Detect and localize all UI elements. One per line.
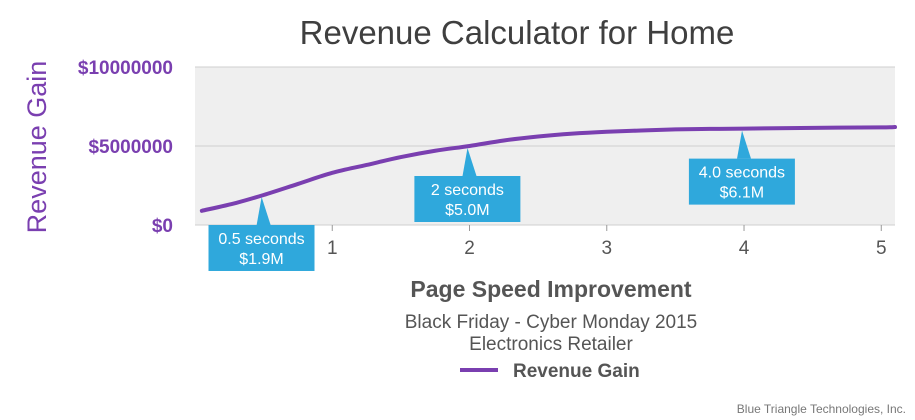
callout-time: 0.5 seconds bbox=[218, 231, 304, 248]
x-tick-label: 5 bbox=[876, 238, 887, 259]
y-tick-labels: $0 $5000000 $10000000 bbox=[78, 58, 173, 237]
annotation-callout: 2 seconds $5.0M bbox=[414, 148, 521, 222]
y-tick-label: $0 bbox=[152, 216, 173, 237]
credit-text: Blue Triangle Technologies, Inc. bbox=[737, 402, 906, 416]
subtitle-line-1: Black Friday - Cyber Monday 2015 bbox=[405, 312, 698, 333]
series-line-revenue-gain bbox=[199, 125, 897, 213]
x-tick-label: 2 bbox=[464, 238, 475, 259]
y-tick-label: $5000000 bbox=[88, 137, 173, 158]
series-layer bbox=[199, 125, 897, 213]
callout-pointer bbox=[256, 196, 271, 225]
callout-time: 2 seconds bbox=[431, 182, 504, 199]
callout-box bbox=[688, 158, 795, 205]
legend: Revenue Gain bbox=[460, 361, 640, 382]
annotation-callout: 4.0 seconds $6.1M bbox=[688, 130, 795, 205]
y-axis-label: Revenue Gain bbox=[22, 61, 52, 234]
x-tick-label: 4 bbox=[739, 238, 750, 259]
annotation-layer: 0.5 seconds $1.9M 2 seconds $5.0M 4.0 second… bbox=[208, 130, 795, 271]
y-tick-label: $10000000 bbox=[78, 58, 173, 79]
legend-label: Revenue Gain bbox=[513, 361, 640, 382]
subtitle-line-2: Electronics Retailer bbox=[469, 334, 633, 355]
annotation-callout: 0.5 seconds $1.9M bbox=[208, 196, 315, 271]
x-tick-label: 3 bbox=[601, 238, 612, 259]
callout-value: $1.9M bbox=[239, 251, 283, 268]
x-axis-label: Page Speed Improvement bbox=[410, 276, 692, 302]
callout-value: $6.1M bbox=[720, 185, 764, 202]
x-tick-label: 1 bbox=[327, 238, 338, 259]
callout-box bbox=[208, 224, 315, 271]
callout-box bbox=[414, 176, 521, 222]
callout-pointer bbox=[462, 148, 477, 176]
x-tick-labels: 1 2 3 4 5 bbox=[327, 225, 887, 259]
callout-time: 4.0 seconds bbox=[699, 165, 785, 182]
callout-value: $5.0M bbox=[445, 202, 489, 219]
chart-title: Revenue Calculator for Home bbox=[300, 14, 735, 51]
callout-pointer bbox=[737, 130, 752, 159]
